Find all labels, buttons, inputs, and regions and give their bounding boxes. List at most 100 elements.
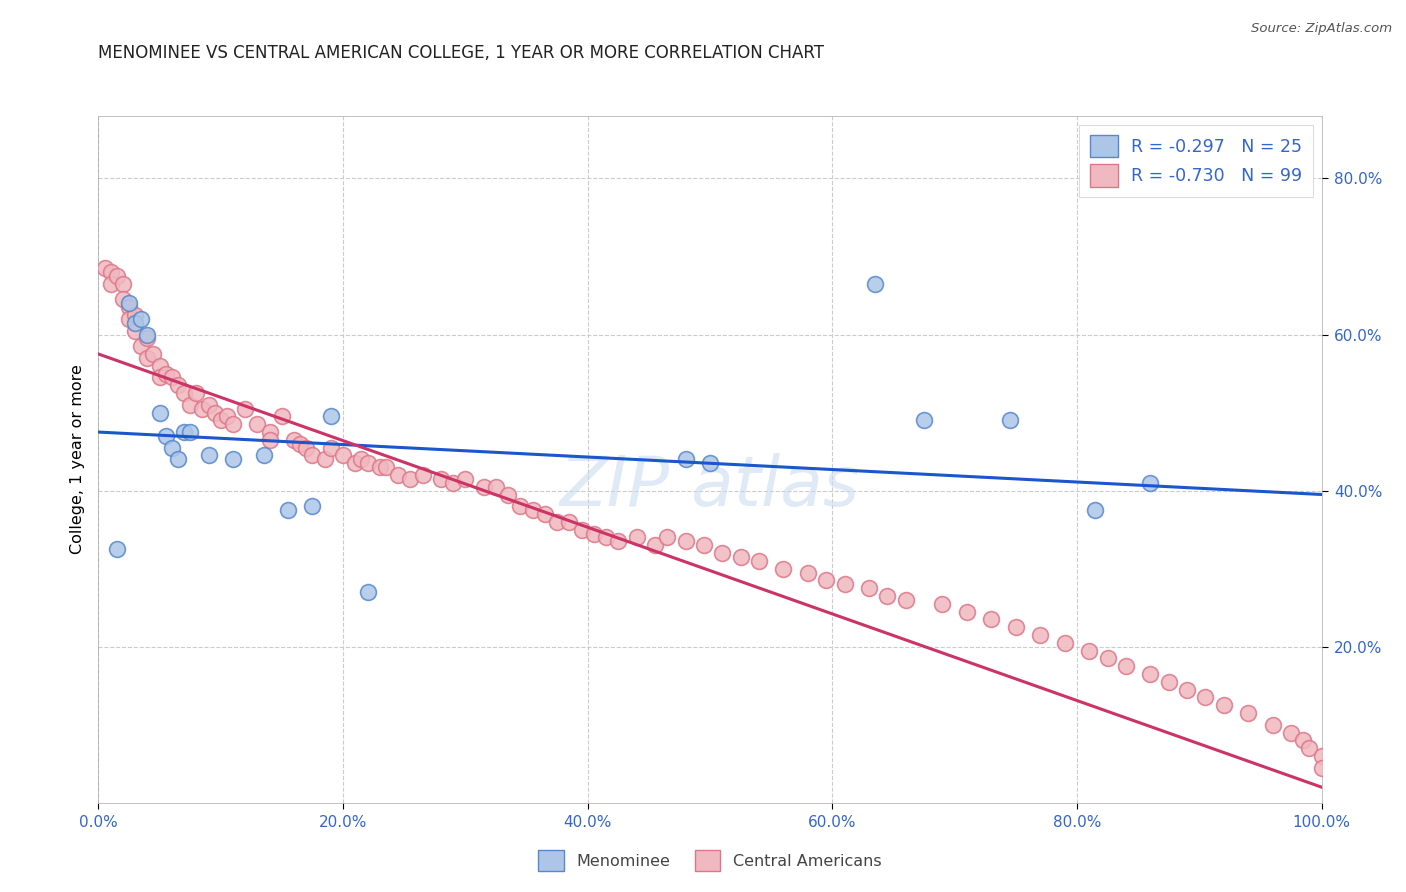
Point <box>149 370 172 384</box>
Point <box>1004 620 1026 634</box>
Point <box>522 503 544 517</box>
Point <box>129 339 152 353</box>
Point <box>173 425 195 439</box>
Point <box>246 417 269 432</box>
Point <box>118 312 141 326</box>
Point <box>399 472 422 486</box>
Point <box>301 500 323 514</box>
Point <box>222 417 245 432</box>
Text: ZIP atlas: ZIP atlas <box>560 453 860 520</box>
Point <box>772 562 794 576</box>
Point <box>167 452 190 467</box>
Point <box>693 538 716 552</box>
Point <box>509 500 531 514</box>
Point <box>1310 761 1333 775</box>
Point <box>204 406 226 420</box>
Point <box>124 324 146 338</box>
Point <box>931 597 953 611</box>
Point <box>441 475 464 490</box>
Point <box>430 472 453 486</box>
Point <box>1175 682 1198 697</box>
Point <box>534 507 557 521</box>
Point <box>277 503 299 517</box>
Text: Source: ZipAtlas.com: Source: ZipAtlas.com <box>1251 22 1392 36</box>
Point <box>1194 690 1216 705</box>
Point <box>314 452 336 467</box>
Point <box>1029 628 1052 642</box>
Point <box>1292 733 1315 747</box>
Point <box>546 515 568 529</box>
Point <box>160 370 183 384</box>
Point <box>1261 717 1284 731</box>
Point <box>1139 475 1161 490</box>
Point <box>644 538 666 552</box>
Point <box>155 367 177 381</box>
Point <box>496 487 519 501</box>
Point <box>797 566 820 580</box>
Point <box>558 515 581 529</box>
Point <box>295 441 318 455</box>
Point <box>93 261 115 276</box>
Point <box>350 452 373 467</box>
Text: MENOMINEE VS CENTRAL AMERICAN COLLEGE, 1 YEAR OR MORE CORRELATION CHART: MENOMINEE VS CENTRAL AMERICAN COLLEGE, 1… <box>98 45 824 62</box>
Point <box>160 441 183 455</box>
Point <box>332 449 354 463</box>
Point <box>1298 741 1320 756</box>
Point <box>1115 659 1137 673</box>
Point <box>472 480 495 494</box>
Point <box>136 331 159 345</box>
Point <box>876 589 898 603</box>
Point <box>582 526 605 541</box>
Point <box>167 378 190 392</box>
Point <box>412 468 434 483</box>
Point <box>748 554 770 568</box>
Point <box>149 359 172 373</box>
Point <box>998 413 1021 427</box>
Point <box>129 312 152 326</box>
Point <box>111 293 134 307</box>
Point <box>191 401 214 416</box>
Point <box>100 265 122 279</box>
Point <box>485 480 508 494</box>
Point <box>675 534 697 549</box>
Point <box>301 449 323 463</box>
Point <box>1084 503 1107 517</box>
Point <box>374 460 396 475</box>
Point <box>730 549 752 564</box>
Point <box>290 437 312 451</box>
Point <box>1078 643 1101 657</box>
Legend: Menominee, Central Americans: Menominee, Central Americans <box>531 844 889 877</box>
Point <box>259 425 281 439</box>
Point <box>1237 706 1260 720</box>
Point <box>815 574 838 588</box>
Point <box>1157 674 1180 689</box>
Point <box>124 316 146 330</box>
Point <box>1212 698 1234 713</box>
Point <box>344 456 367 470</box>
Y-axis label: College, 1 year or more: College, 1 year or more <box>70 365 86 554</box>
Point <box>124 308 146 322</box>
Point <box>319 409 342 424</box>
Point <box>233 401 256 416</box>
Point <box>136 351 159 365</box>
Point <box>118 300 141 314</box>
Point <box>136 327 159 342</box>
Point <box>387 468 409 483</box>
Point <box>1310 749 1333 764</box>
Point <box>711 546 734 560</box>
Point <box>197 449 219 463</box>
Point <box>197 398 219 412</box>
Point <box>222 452 245 467</box>
Point <box>179 425 201 439</box>
Point <box>454 472 477 486</box>
Point <box>863 277 886 291</box>
Point <box>283 433 305 447</box>
Point <box>607 534 630 549</box>
Point <box>699 456 721 470</box>
Point <box>179 398 201 412</box>
Point <box>980 612 1002 626</box>
Point <box>105 542 128 557</box>
Point <box>368 460 391 475</box>
Point <box>1053 636 1076 650</box>
Point <box>155 429 177 443</box>
